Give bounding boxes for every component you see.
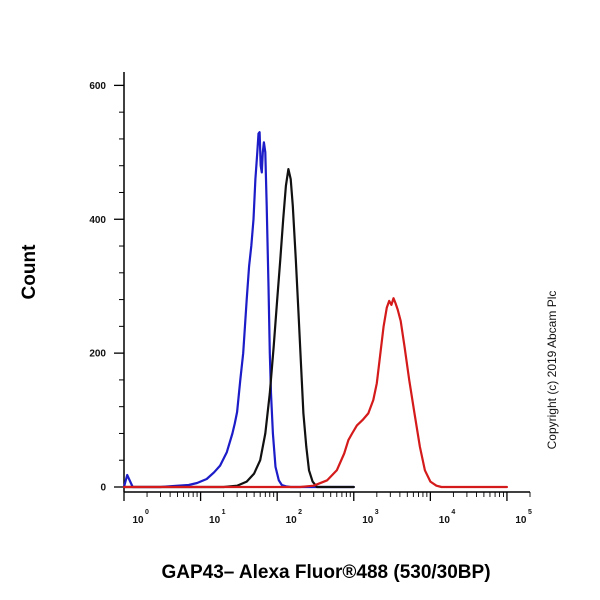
x-tick-label: 10 [439, 515, 451, 526]
y-tick-label: 200 [89, 349, 106, 360]
x-tick-exponent: 5 [528, 509, 532, 516]
x-tick-exponent: 0 [145, 509, 149, 516]
x-tick-exponent: 1 [222, 509, 226, 516]
x-tick-exponent: 3 [375, 509, 379, 516]
x-tick-label: 10 [209, 515, 221, 526]
series-line-2 [122, 168, 355, 489]
x-tick-exponent: 2 [298, 509, 302, 516]
x-tick-label: 10 [286, 515, 298, 526]
copyright-notice: Copyright (c) 2019 Abcam Plc [545, 291, 559, 450]
series-line-1 [122, 131, 355, 489]
x-tick-label: 10 [515, 515, 527, 526]
x-axis-title: GAP43– Alexa Fluor®488 (530/30BP) [161, 562, 490, 583]
y-tick-label: 600 [89, 81, 106, 92]
y-tick-label: 400 [89, 215, 106, 226]
x-tick-label: 10 [362, 515, 374, 526]
series-line-3 [122, 297, 508, 489]
y-tick-label: 0 [100, 483, 106, 494]
x-tick-exponent: 4 [451, 509, 455, 516]
y-axis-title: Count [19, 244, 40, 300]
series-group [122, 131, 508, 489]
x-tick-label: 10 [132, 515, 144, 526]
